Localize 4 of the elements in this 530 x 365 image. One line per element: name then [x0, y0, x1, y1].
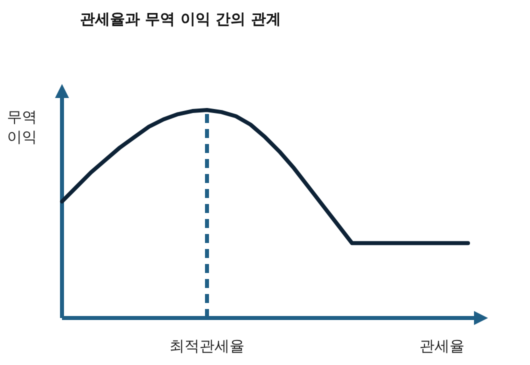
text: 최적관세율: [170, 337, 244, 355]
x-axis-title: 관세율: [420, 337, 464, 355]
y-axis-title: 무역 이익: [7, 108, 37, 146]
chart-title: 관세율과 무역 이익 간의 관계: [80, 10, 281, 28]
